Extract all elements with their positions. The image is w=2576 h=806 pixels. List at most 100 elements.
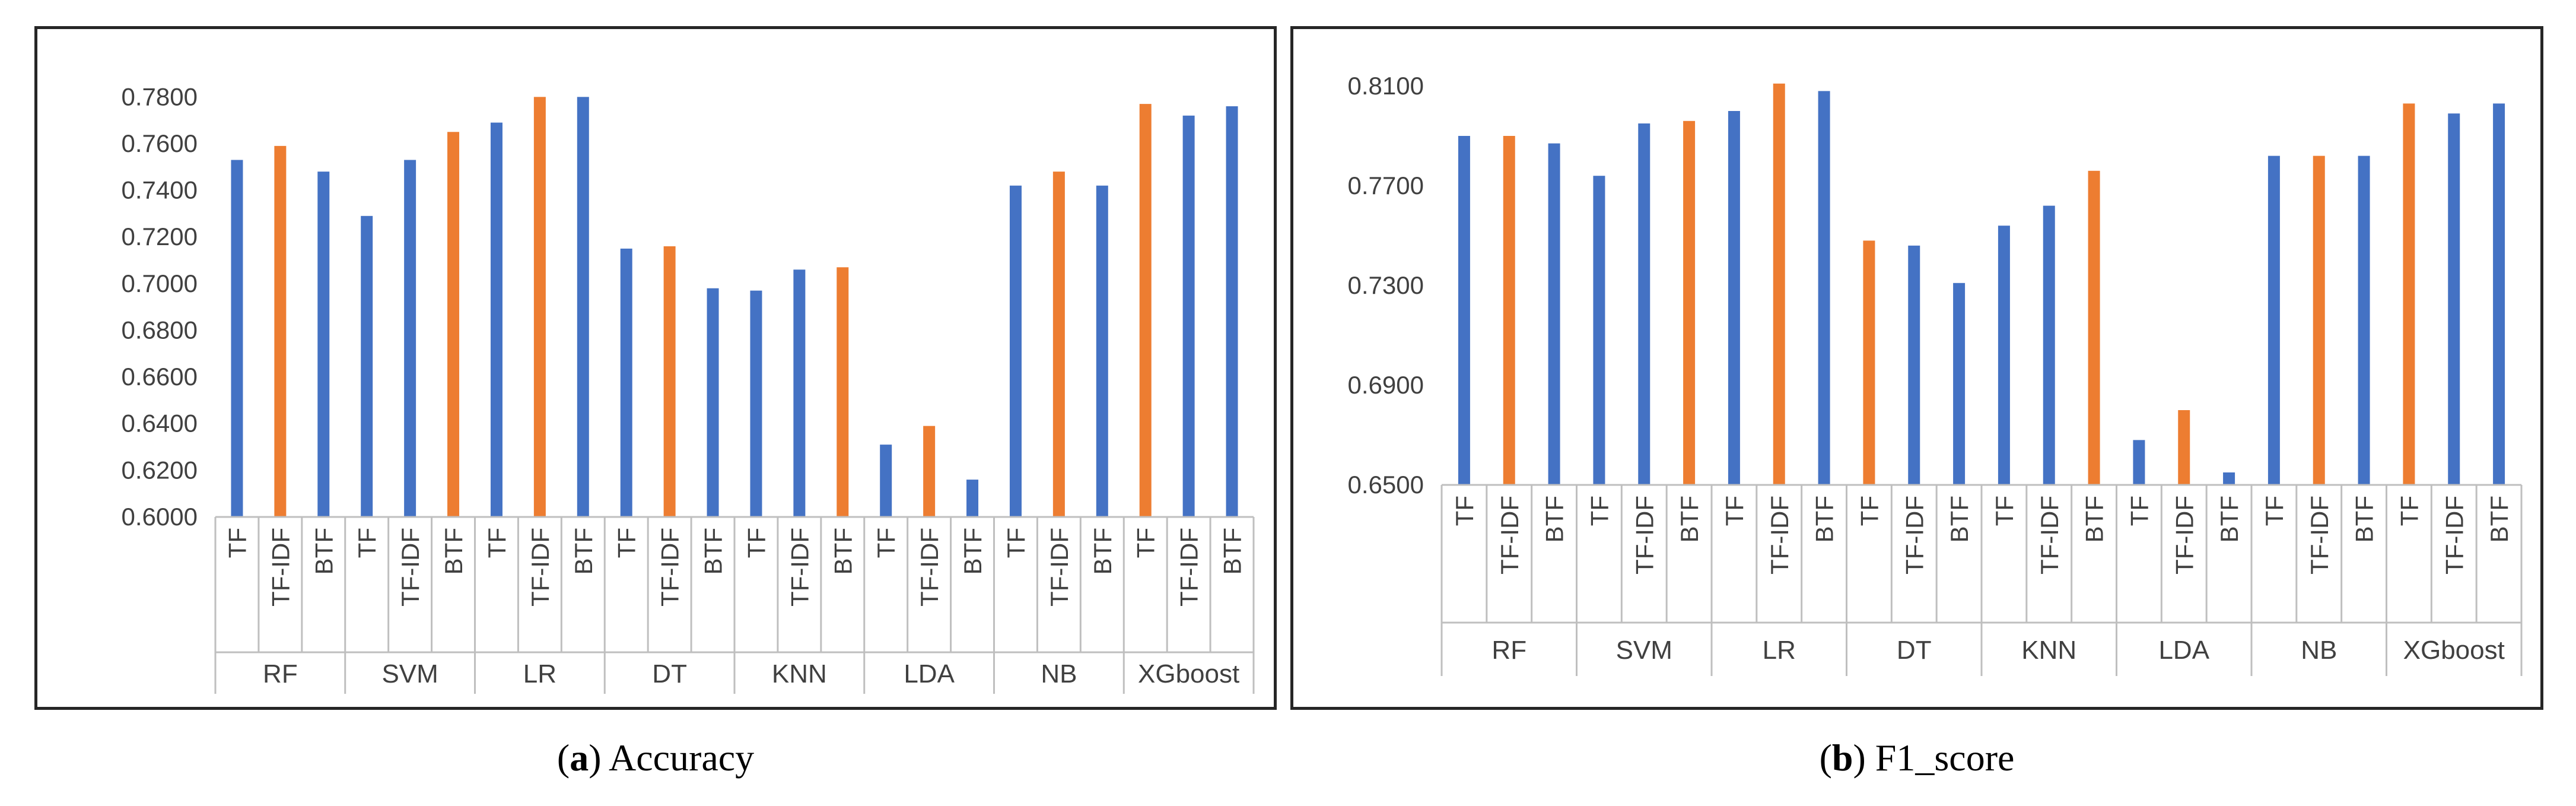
y-tick-label: 0.7800	[122, 82, 198, 110]
y-tick-label: 0.7300	[1348, 271, 1424, 299]
bar-lr-tf	[1728, 111, 1740, 485]
x-tick-label: TF	[742, 528, 770, 558]
y-tick-label: 0.6500	[1348, 471, 1424, 499]
x-tick-label: TF-IDF	[2036, 496, 2063, 575]
f1-score-chart: 0.6500 0.6900 0.7300 0.7700 0.8100 TF TF-IDF BT…	[1348, 72, 2523, 676]
y-tick-label: 0.7700	[1348, 172, 1424, 199]
bar-knn-tf	[1998, 226, 2010, 485]
bar-svm-tf	[361, 215, 373, 517]
x-tick-label: TF-IDF	[1496, 496, 1524, 575]
x-tick-label: TF-IDF	[2170, 496, 2198, 575]
x-tick-label: TF-IDF	[1766, 496, 1793, 575]
bar-nb-btf	[1096, 185, 1108, 517]
y-tick-label: 0.6800	[122, 316, 198, 344]
bar-rf-tf-idf	[1503, 136, 1515, 485]
bar-lr-tf	[490, 122, 503, 517]
x-tick-label: TF	[1585, 496, 1613, 526]
x-tick-label: TF-IDF	[1045, 528, 1073, 607]
x-tick-label: TF	[1855, 496, 1883, 526]
y-tick-label: 0.8100	[1348, 72, 1424, 100]
group-label: NB	[1041, 659, 1077, 688]
bar-lda-btf	[966, 480, 979, 517]
bar-rf-btf	[1548, 143, 1560, 485]
x-tick-label: BTF	[570, 528, 597, 575]
group-label: SVM	[1616, 636, 1672, 665]
bar-svm-btf	[1683, 120, 1696, 485]
bar-lda-tf-idf	[2178, 410, 2190, 485]
caption-text: F1_score	[1875, 737, 2015, 779]
y-tick-label: 0.6200	[122, 456, 198, 484]
x-tick-label: BTF	[699, 528, 727, 575]
x-tick-label: TF	[223, 528, 251, 558]
y-tick-label: 0.6900	[1348, 371, 1424, 399]
caption-letter: a	[570, 737, 589, 779]
x-tick-label: TF	[872, 528, 900, 558]
x-tick-label: TF-IDF	[266, 528, 294, 607]
bar-dt-tf	[1863, 240, 1875, 485]
x-tick-label: TF-IDF	[915, 528, 943, 607]
bar-lr-btf	[577, 97, 589, 517]
x-tick-label: TF-IDF	[1630, 496, 1658, 575]
x-tick-label: BTF	[2351, 496, 2378, 542]
bar-knn-tf	[750, 290, 762, 517]
bar-xgboost-tf-idf	[1182, 115, 1195, 517]
x-tick-label: TF-IDF	[2305, 496, 2333, 575]
bar-knn-tf-idf	[793, 269, 806, 517]
bar-rf-tf	[231, 160, 243, 518]
x-tick-label: BTF	[2215, 496, 2243, 542]
x-tick-label: BTF	[1219, 528, 1246, 575]
bar-xgboost-btf	[2493, 103, 2505, 485]
bar-lr-tf-idf	[533, 97, 546, 517]
y-tick-label: 0.7400	[122, 176, 198, 204]
group-label: KNN	[772, 659, 827, 688]
y-tick-label: 0.6600	[122, 363, 198, 391]
y-tick-label: 0.7200	[122, 223, 198, 250]
caption-letter: b	[1831, 737, 1853, 779]
bar-rf-btf	[317, 172, 330, 517]
x-tick-label: TF	[2395, 496, 2423, 526]
bar-rf-tf-idf	[274, 145, 287, 517]
x-tick-label: TF	[613, 528, 641, 558]
bar-lda-btf	[2223, 472, 2235, 485]
y-tick-label: 0.6400	[122, 410, 198, 437]
x-tick-label: TF-IDF	[2440, 496, 2468, 575]
x-tick-label: BTF	[1675, 496, 1703, 542]
x-tick-label: BTF	[829, 528, 857, 575]
group-label: LDA	[904, 659, 955, 688]
bar-nb-btf	[2358, 156, 2370, 485]
x-tick-label: TF-IDF	[526, 528, 554, 607]
x-tick-label: BTF	[2485, 496, 2513, 542]
group-label: DT	[1897, 636, 1932, 665]
group-label: DT	[652, 659, 687, 688]
bar-svm-btf	[447, 132, 460, 517]
x-tick-label: TF	[1451, 496, 1478, 526]
x-tick-label: BTF	[2081, 496, 2108, 542]
x-tick-label: BTF	[440, 528, 468, 575]
group-label: RF	[263, 659, 298, 688]
group-label: KNN	[2021, 636, 2076, 665]
accuracy-chart: 0.6000 0.6200 0.6400 0.6600 0.6800 0.7000 0.72…	[122, 82, 1255, 694]
bar-dt-tf-idf	[1908, 245, 1920, 485]
bar-knn-btf	[837, 267, 849, 517]
group-label: LDA	[2158, 636, 2209, 665]
x-tick-label: TF	[483, 528, 511, 558]
bar-dt-btf	[707, 288, 719, 517]
x-tick-label: TF-IDF	[1175, 528, 1203, 607]
y-tick-label: 0.7600	[122, 129, 198, 157]
x-tick-label: BTF	[1811, 496, 1839, 542]
f1-chart-frame: 0.6500 0.6900 0.7300 0.7700 0.8100 TF TF-IDF BT…	[1290, 26, 2543, 710]
bar-knn-tf-idf	[2043, 205, 2055, 485]
group-label: SVM	[381, 659, 438, 688]
group-label: RF	[1491, 636, 1526, 665]
group-label: NB	[2301, 636, 2337, 665]
x-tick-label: BTF	[959, 528, 987, 575]
x-tick-label: BTF	[1089, 528, 1117, 575]
bar-xgboost-tf	[2403, 103, 2415, 485]
x-tick-label: TF	[353, 528, 381, 558]
x-tick-label: TF	[2260, 496, 2288, 526]
group-label: LR	[523, 659, 556, 688]
x-tick-label: BTF	[310, 528, 338, 575]
group-label: XGboost	[1138, 659, 1239, 688]
f1-caption: (b) F1_score	[1819, 737, 2015, 779]
accuracy-caption: (a) Accuracy	[556, 737, 755, 779]
